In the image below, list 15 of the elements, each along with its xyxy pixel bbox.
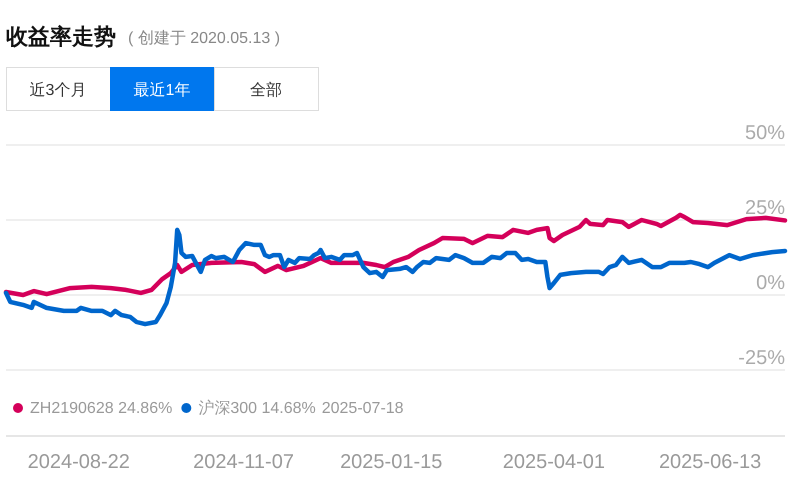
y-tick-label: -25% [738,347,786,369]
y-tick-label: 50% [744,122,786,144]
y-tick-label: 25% [744,197,786,219]
text: 2025-07-18 [322,400,404,417]
range-selector: 近3个月 最近1年 全部 [6,67,319,111]
legend-label: ZH2190628 24.86% [30,400,172,417]
x-tick-label: 2024-11-07 [193,451,294,473]
chart-title: 收益率走势 [6,24,116,49]
chart-subtitle: ( 创建于 2020.05.13 ) [128,29,280,47]
x-tick-label: 2025-06-13 [658,451,762,473]
y-tick-label: 0% [756,272,786,294]
legend-label: 沪深300 14.68% [198,399,316,417]
x-tick-label: 2025-04-01 [502,451,606,473]
x-tick-label: 2025-01-15 [340,451,442,473]
x-tick-label: 2024-08-22 [28,451,130,473]
